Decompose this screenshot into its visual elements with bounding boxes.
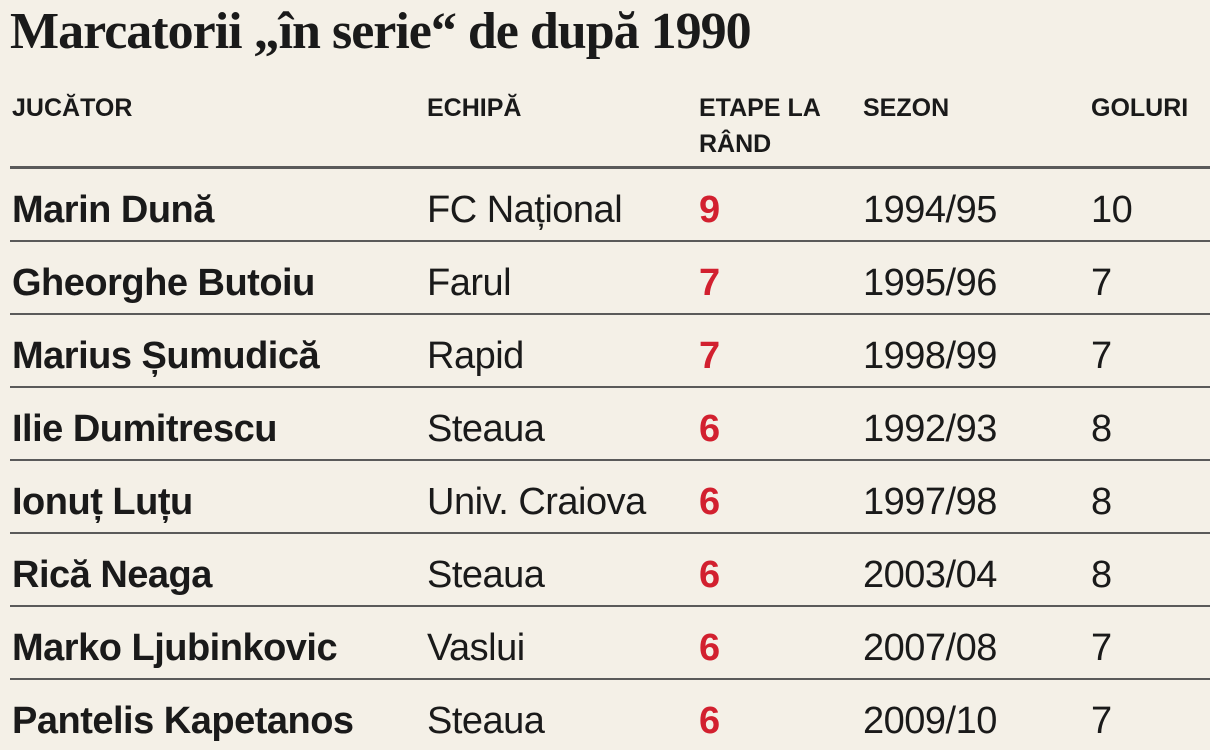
row-rule	[10, 240, 1210, 242]
cell-season: 2003/04	[863, 554, 997, 596]
cell-goals: 8	[1091, 408, 1112, 450]
cell-season: 1992/93	[863, 408, 997, 450]
cell-season: 2007/08	[863, 627, 997, 669]
cell-team: Univ. Craiova	[427, 481, 646, 523]
header-goals: GOLURI	[1091, 94, 1189, 122]
cell-player: Ilie Dumitrescu	[12, 408, 277, 450]
cell-goals: 8	[1091, 481, 1112, 523]
cell-streak: 6	[699, 700, 720, 742]
cell-season: 1994/95	[863, 189, 997, 231]
cell-player: Ionuț Luțu	[12, 481, 193, 523]
cell-streak: 7	[699, 262, 720, 304]
row-rule	[10, 678, 1210, 680]
title: Marcatorii „în serie“ de după 1990	[10, 3, 752, 60]
cell-player: Marius Șumudică	[12, 335, 320, 377]
cell-goals: 10	[1091, 189, 1133, 231]
cell-team: Rapid	[427, 335, 524, 377]
header-team: ECHIPĂ	[427, 94, 522, 122]
cell-goals: 7	[1091, 627, 1112, 669]
cell-goals: 7	[1091, 700, 1112, 742]
cell-streak: 6	[699, 627, 720, 669]
cell-streak: 6	[699, 408, 720, 450]
cell-team: Farul	[427, 262, 512, 304]
cell-player: Marin Dună	[12, 189, 214, 231]
row-rule	[10, 386, 1210, 388]
row-rule	[10, 532, 1210, 534]
cell-team: Steaua	[427, 554, 545, 596]
cell-season: 1998/99	[863, 335, 997, 377]
cell-team: Steaua	[427, 700, 545, 742]
row-rule	[10, 459, 1210, 461]
cell-player: Rică Neaga	[12, 554, 212, 596]
cell-goals: 7	[1091, 335, 1112, 377]
cell-goals: 7	[1091, 262, 1112, 304]
cell-player: Marko Ljubinkovic	[12, 627, 338, 669]
header-player: JUCĂTOR	[12, 94, 133, 122]
cell-streak: 7	[699, 335, 720, 377]
cell-goals: 8	[1091, 554, 1112, 596]
cell-season: 1997/98	[863, 481, 997, 523]
cell-season: 1995/96	[863, 262, 997, 304]
cell-streak: 6	[699, 554, 720, 596]
cell-streak: 6	[699, 481, 720, 523]
header-rule	[10, 166, 1210, 169]
cell-team: FC Național	[427, 189, 623, 231]
cell-streak: 9	[699, 189, 720, 231]
cell-player: Gheorghe Butoiu	[12, 262, 315, 304]
cell-season: 2009/10	[863, 700, 997, 742]
cell-team: Vaslui	[427, 627, 525, 669]
row-rule	[10, 605, 1210, 607]
row-rule	[10, 313, 1210, 315]
header-streak: ETAPE LA RÂND	[699, 94, 820, 158]
cell-player: Pantelis Kapetanos	[12, 700, 354, 742]
cell-team: Steaua	[427, 408, 545, 450]
header-season: SEZON	[863, 94, 950, 122]
